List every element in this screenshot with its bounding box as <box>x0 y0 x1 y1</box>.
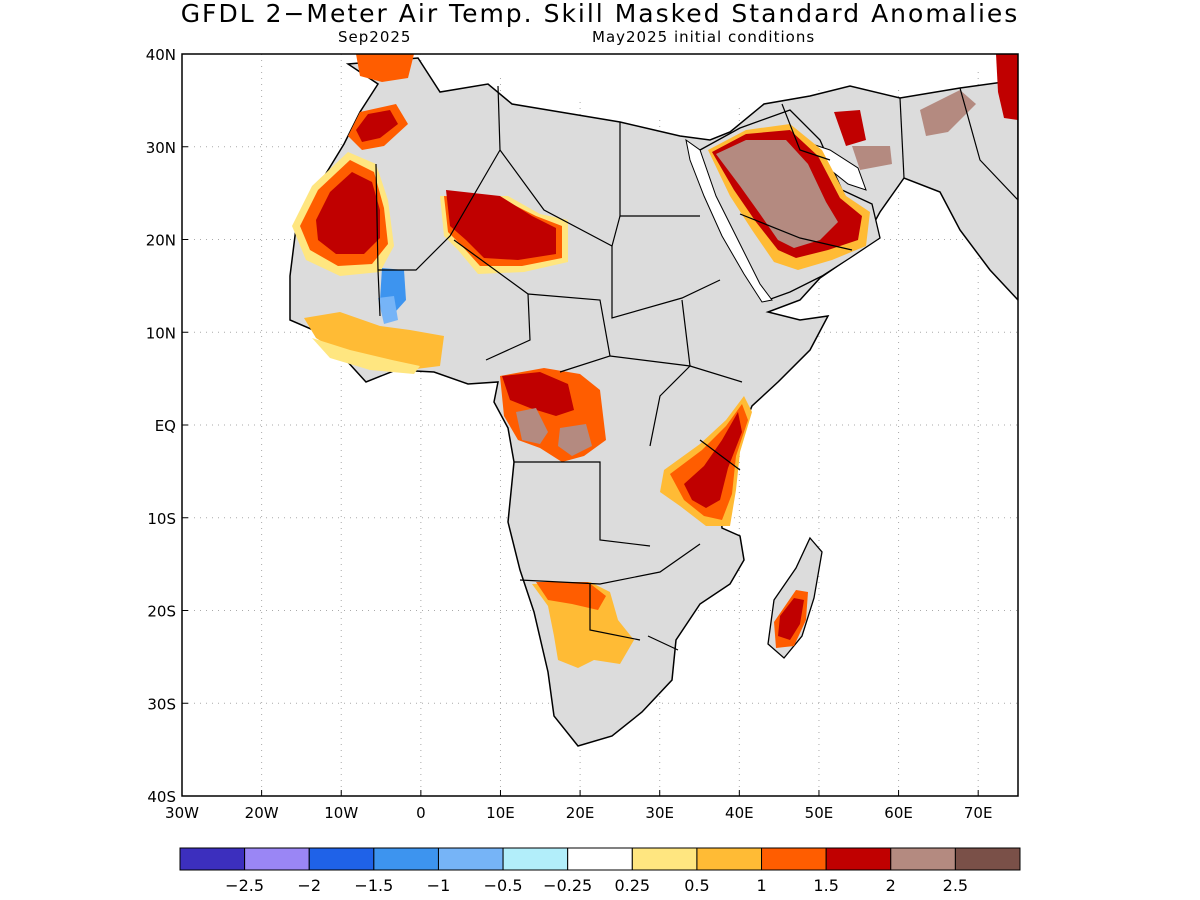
colorbar <box>179 847 1021 871</box>
anomaly-shading <box>292 54 1018 668</box>
red-sea <box>685 138 773 303</box>
country-borders <box>375 85 1018 651</box>
y-tick-label: 20S <box>147 603 176 621</box>
colorbar-swatch <box>825 847 892 871</box>
anomaly-iberia <box>356 54 414 82</box>
anomaly-morocco-core <box>356 110 398 142</box>
y-tick-label: 40S <box>147 788 176 806</box>
y-tick-label: 30N <box>146 139 176 157</box>
colorbar-swatch <box>502 847 569 871</box>
colorbar-swatch <box>890 847 956 871</box>
x-tick-label: 30W <box>165 804 199 822</box>
colorbar-swatch <box>179 847 246 871</box>
mediterranean-sea <box>388 54 1018 130</box>
anomaly-congo-core <box>502 372 574 416</box>
initial-conditions: May2025 initial conditions <box>592 28 816 46</box>
colorbar-label: 2 <box>886 876 896 895</box>
map-title: GFDL 2−Meter Air Temp. Skill Masked Stan… <box>180 0 1020 28</box>
colorbar-label: −2 <box>297 876 321 895</box>
anomaly-arabia-brown <box>716 140 838 248</box>
colorbar-swatch <box>761 847 827 871</box>
x-tick-label: 20W <box>245 804 279 822</box>
anomaly-chad-core <box>446 190 556 260</box>
x-tick-label: 70E <box>964 804 993 822</box>
anomaly-madagascar-core <box>778 598 804 640</box>
colorbar-swatch <box>567 847 633 871</box>
x-axis-ticks: 30W 20W 10W 0 10E 20E 30E 40E 50E 60E 70E <box>165 790 992 822</box>
y-tick-label: 40N <box>146 46 176 64</box>
anomaly-iraq <box>834 110 866 146</box>
africa-land <box>289 57 1018 747</box>
colorbar-labels: −2.5 −2 −1.5 −1 −0.5 −0.25 0.25 0.5 1 1.5 2 2.5 <box>225 876 968 895</box>
anomaly-southern-africa-mid <box>536 582 606 610</box>
colorbar-swatch <box>437 847 504 871</box>
x-tick-label: 50E <box>805 804 834 822</box>
anomaly-afghan <box>920 90 976 136</box>
y-axis-ticks: 40N 30N 20N 10N EQ 10S 20S 30S 40S <box>146 46 188 806</box>
colorbar-label: 1.5 <box>813 876 838 895</box>
colorbar-label: 0.5 <box>684 876 709 895</box>
colorbar-label: −0.25 <box>543 876 592 895</box>
colorbar-swatch <box>373 847 439 871</box>
colorbar-swatch <box>308 847 375 871</box>
x-tick-label: 30E <box>645 804 674 822</box>
x-tick-label: 60E <box>884 804 913 822</box>
anomaly-west-sahara-core <box>316 172 380 254</box>
anomaly-southern-africa <box>532 582 634 668</box>
x-tick-label: 0 <box>416 804 426 822</box>
forecast-month: Sep2025 <box>338 28 412 46</box>
colorbar-label: −1 <box>427 876 451 895</box>
anomaly-mali-cold-light <box>378 296 398 324</box>
colorbar-label: 2.5 <box>943 876 968 895</box>
x-tick-label: 10E <box>486 804 515 822</box>
y-tick-label: 20N <box>146 232 176 250</box>
y-tick-label: 10S <box>147 510 176 528</box>
colorbar-label: 0.25 <box>614 876 650 895</box>
colorbar-label: 1 <box>756 876 766 895</box>
colorbar-label: −0.5 <box>484 876 523 895</box>
anomaly-east-africa-core <box>684 412 742 508</box>
anomaly-congo-brown <box>516 408 548 444</box>
x-tick-label: 40E <box>725 804 754 822</box>
anomaly-far-ne <box>996 54 1018 120</box>
colorbar-swatch <box>631 847 698 871</box>
map-content <box>289 54 1018 747</box>
anomaly-congo-brown-2 <box>558 424 592 456</box>
x-tick-label: 20E <box>566 804 595 822</box>
anomaly-gulf-guinea <box>304 312 444 370</box>
colorbar-swatch <box>954 847 1021 871</box>
y-tick-label: EQ <box>155 417 176 435</box>
colorbar-swatch <box>244 847 310 871</box>
colorbar-swatch <box>696 847 763 871</box>
anomaly-iran <box>852 146 892 170</box>
colorbar-label: −1.5 <box>354 876 393 895</box>
y-tick-label: 30S <box>147 695 176 713</box>
x-tick-label: 10W <box>324 804 358 822</box>
anomaly-gulf-guinea-light <box>312 338 420 374</box>
colorbar-label: −2.5 <box>225 876 264 895</box>
y-tick-label: 10N <box>146 324 176 342</box>
